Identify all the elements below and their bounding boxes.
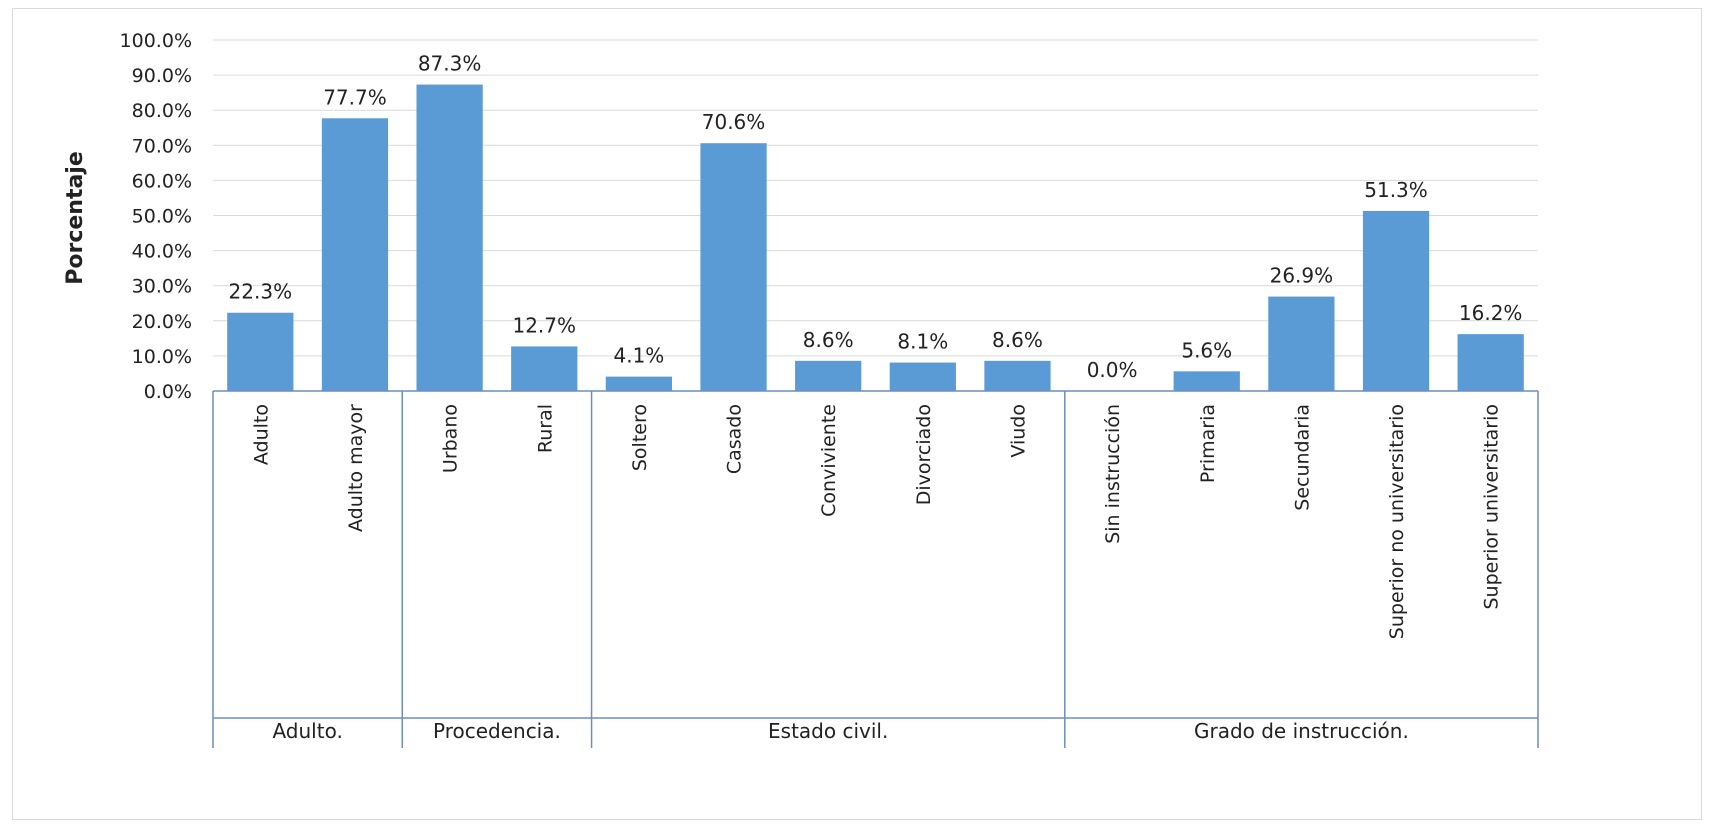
x-tick-label: Soltero bbox=[629, 404, 651, 471]
bar bbox=[889, 362, 956, 391]
y-tick-label: 20.0% bbox=[132, 311, 192, 333]
bar bbox=[227, 312, 294, 391]
bar bbox=[795, 360, 862, 391]
x-tick-label: Rural bbox=[534, 404, 556, 453]
x-tick-label: Superior universitario bbox=[1481, 404, 1503, 610]
data-label: 0.0% bbox=[1087, 358, 1138, 382]
data-label: 8.6% bbox=[992, 328, 1043, 352]
y-tick-label: 60.0% bbox=[132, 170, 192, 192]
group-label: Adulto. bbox=[272, 719, 342, 743]
y-tick-label: 80.0% bbox=[132, 100, 192, 122]
y-axis-title: Porcentaje bbox=[63, 151, 88, 285]
y-tick-label: 40.0% bbox=[132, 241, 192, 263]
data-label: 8.1% bbox=[897, 330, 948, 354]
chart-frame bbox=[12, 8, 1702, 820]
y-tick-label: 10.0% bbox=[132, 346, 192, 368]
x-tick-label: Urbano bbox=[440, 404, 462, 473]
y-tick-label: 100.0% bbox=[120, 30, 192, 52]
x-tick-label: Viudo bbox=[1007, 404, 1029, 458]
x-tick-label: Adulto bbox=[250, 404, 272, 465]
bar bbox=[1457, 334, 1524, 391]
data-label: 5.6% bbox=[1181, 338, 1232, 362]
gridlines bbox=[213, 39, 1538, 357]
x-tick-label: Divorciado bbox=[913, 404, 935, 505]
data-labels: 22.3% 77.7% 87.3% 12.7% 4.1% 70.6% 8.6% 8.1% 8.6… bbox=[229, 52, 1523, 382]
x-axis: Adulto Adulto mayor Urbano Rural Soltero Casa… bbox=[212, 390, 1539, 748]
x-tick-label: Superior no universitario bbox=[1386, 404, 1408, 639]
bar bbox=[511, 346, 578, 391]
bar bbox=[605, 376, 673, 391]
y-tick-label: 90.0% bbox=[132, 65, 192, 87]
bar bbox=[1268, 296, 1335, 391]
bar bbox=[416, 84, 483, 392]
data-label: 22.3% bbox=[229, 280, 293, 304]
x-tick-label: Secundaria bbox=[1291, 404, 1313, 511]
x-tick-label: Conviviente bbox=[818, 404, 840, 517]
group-label: Procedencia. bbox=[433, 719, 561, 743]
y-tick-label: 70.0% bbox=[132, 135, 192, 157]
data-label: 77.7% bbox=[323, 85, 387, 109]
data-label: 70.6% bbox=[702, 110, 766, 134]
y-axis: 0.0% 10.0% 20.0% 30.0% 40.0% 50.0% 60.0% 70.0% 8… bbox=[120, 30, 192, 403]
data-label: 51.3% bbox=[1364, 178, 1428, 202]
y-tick-label: 0.0% bbox=[144, 381, 192, 403]
bar bbox=[700, 143, 767, 391]
data-label: 4.1% bbox=[613, 344, 664, 368]
y-tick-label: 50.0% bbox=[132, 206, 192, 228]
group-label: Grado de instrucción. bbox=[1194, 719, 1409, 743]
x-tick-label: Primaria bbox=[1197, 404, 1219, 483]
y-tick-label: 30.0% bbox=[132, 276, 192, 298]
x-tick-label: Casado bbox=[724, 404, 746, 474]
group-label: Estado civil. bbox=[768, 719, 888, 743]
data-label: 8.6% bbox=[803, 328, 854, 352]
x-tick-label: Sin instrucción bbox=[1102, 404, 1124, 544]
data-label: 12.7% bbox=[512, 313, 576, 337]
data-label: 87.3% bbox=[418, 52, 482, 76]
data-label: 26.9% bbox=[1270, 264, 1334, 288]
bar bbox=[1362, 210, 1430, 391]
bar bbox=[984, 360, 1051, 391]
bar bbox=[321, 118, 389, 391]
data-label: 16.2% bbox=[1459, 301, 1523, 325]
bar bbox=[1173, 371, 1240, 391]
bars bbox=[227, 84, 1524, 392]
x-tick-label: Adulto mayor bbox=[345, 404, 367, 532]
